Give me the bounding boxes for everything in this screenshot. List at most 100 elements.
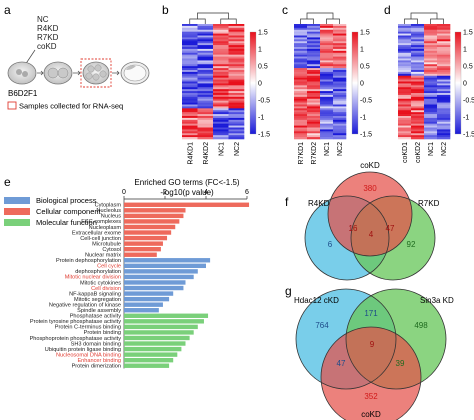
heatmap-cell xyxy=(307,123,321,126)
heatmap-cell xyxy=(307,121,321,124)
heatmap-cell xyxy=(307,135,321,138)
heatmap-cell xyxy=(307,114,321,117)
sample-label: NC2 xyxy=(337,142,344,156)
go-bar xyxy=(124,285,184,291)
heatmap-cell xyxy=(182,94,198,98)
heatmap-cell xyxy=(333,27,347,31)
heatmap-cell xyxy=(307,41,321,44)
heatmap-cell xyxy=(398,35,412,38)
heatmap-cell xyxy=(398,58,412,61)
heatmap-cell xyxy=(307,47,321,50)
colorbar-tick: 1 xyxy=(463,47,467,54)
heatmap-cell xyxy=(411,104,425,107)
colorbar-tick: -1 xyxy=(258,115,264,122)
heatmap-cell xyxy=(197,137,214,140)
heatmap-cell xyxy=(213,117,229,121)
venn-g: Hdac12 cKD Sin3a KD coKD 764 498 352 171… xyxy=(294,288,454,420)
heatmap-cell xyxy=(320,114,334,117)
heatmap-cell xyxy=(320,110,334,113)
heatmap-cell xyxy=(307,54,321,57)
heatmap-cell xyxy=(307,45,321,48)
heatmap-cell xyxy=(398,85,412,88)
venn-g-label-hdac12: Hdac12 cKD xyxy=(294,296,339,305)
heatmap-cell xyxy=(197,37,214,40)
heatmap-cell xyxy=(437,98,451,101)
colorbar-tick: 1.5 xyxy=(258,30,268,37)
heatmap-cell xyxy=(307,37,321,40)
heatmap-cell xyxy=(197,27,214,31)
heatmap-cell xyxy=(213,114,229,117)
legend-label-bp: Biological process xyxy=(36,196,97,205)
venn-g-count: 39 xyxy=(396,359,405,368)
heatmap-cell xyxy=(307,100,321,103)
heatmap-cell xyxy=(197,121,214,124)
heatmap-cell xyxy=(320,83,334,86)
heatmap-cell xyxy=(228,73,245,77)
heatmap-cell xyxy=(411,39,425,42)
heatmap-cell xyxy=(398,62,412,65)
go-bar xyxy=(124,280,186,285)
heatmap-cell xyxy=(320,62,334,65)
heatmap-cell xyxy=(333,108,347,111)
heatmap-cell xyxy=(307,79,321,82)
colorbar-tick: -0.5 xyxy=(463,98,474,105)
heatmap-cell xyxy=(294,93,308,96)
heatmap-cell xyxy=(307,81,321,84)
heatmap-cell xyxy=(411,47,425,50)
heatmap-cell xyxy=(307,31,321,34)
heatmap-cell xyxy=(333,112,347,115)
heatmap-cell xyxy=(228,52,245,55)
go-bar xyxy=(124,346,182,352)
heatmap-cell xyxy=(333,114,347,117)
heatmap-cell xyxy=(182,133,198,136)
heatmap-cell xyxy=(182,93,198,96)
heatmap-cell xyxy=(320,25,334,29)
venn-g-count: 764 xyxy=(315,321,329,330)
heatmap-cell xyxy=(307,75,321,78)
heatmap-cell xyxy=(320,31,334,34)
go-term-label: Negative regulation of kinase xyxy=(49,302,121,308)
heatmap-cell xyxy=(437,91,451,94)
heatmap-cell xyxy=(213,60,229,63)
heatmap-cell xyxy=(333,85,347,88)
go-bar xyxy=(124,213,184,219)
heatmap-cell xyxy=(424,33,438,36)
heatmap-cell xyxy=(437,121,451,124)
heatmap-cell xyxy=(294,52,308,55)
heatmap-cell xyxy=(213,83,229,86)
heatmap-cell xyxy=(228,110,245,113)
heatmap-cell xyxy=(437,48,451,52)
colorbar-tick: -1 xyxy=(463,115,469,122)
venn-f-count: 380 xyxy=(363,184,377,193)
go-term-label: Protein C-terminus binding xyxy=(55,325,121,331)
go-bar xyxy=(124,230,172,235)
heatmap-cell xyxy=(197,79,214,82)
heatmap-cell xyxy=(182,137,198,140)
heatmap-cell xyxy=(182,60,198,63)
heatmap-cell xyxy=(398,87,412,90)
heatmap-cell xyxy=(213,135,229,138)
zygote-cell xyxy=(7,61,37,85)
heatmap-cell xyxy=(228,123,245,126)
heatmap-cell xyxy=(398,93,412,96)
heatmap-cell xyxy=(228,106,245,109)
go-bar xyxy=(124,252,157,257)
heatmap-cell xyxy=(213,64,229,67)
heatmap-cell xyxy=(197,25,214,29)
heatmap-cell xyxy=(228,129,245,132)
heatmap-cell xyxy=(398,39,412,42)
heatmap-cell xyxy=(437,125,451,128)
heatmap-cell xyxy=(228,100,245,103)
heatmap-cell xyxy=(437,110,451,113)
heatmap-cell xyxy=(398,116,412,119)
heatmap-cell xyxy=(294,91,308,94)
venn-f-count: 6 xyxy=(328,240,333,249)
heatmap-cell xyxy=(197,98,214,101)
go-bar xyxy=(124,363,170,368)
heatmap-cell xyxy=(424,62,438,65)
heatmap-cell xyxy=(228,98,245,101)
heatmap-cell xyxy=(411,43,425,46)
heatmap-cell xyxy=(398,24,412,27)
heatmap-cell xyxy=(228,137,245,140)
heatmap-cell xyxy=(424,52,438,55)
